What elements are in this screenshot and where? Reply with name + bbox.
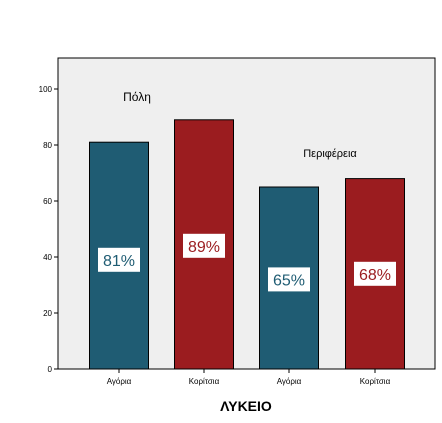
data-label: 89% <box>188 239 220 256</box>
y-tick-label: 100 <box>39 85 53 94</box>
data-label: 68% <box>359 267 391 284</box>
data-label-box <box>354 261 396 286</box>
group-label-city: Πόλη <box>123 90 151 104</box>
y-tick-label: 80 <box>43 141 52 150</box>
y-tick-label: 0 <box>48 365 53 374</box>
x-tick-label: Αγόρια <box>107 377 132 386</box>
x-tick-label: Αγόρια <box>277 377 302 386</box>
y-tick-label: 60 <box>43 197 52 206</box>
y-tick-label: 40 <box>43 253 52 262</box>
x-tick-label: Κορίτσια <box>360 377 391 386</box>
y-tick-label: 20 <box>43 309 52 318</box>
x-axis: Αγόρια Κορίτσια Αγόρια Κορίτσια <box>107 369 391 386</box>
x-tick-label: Κορίτσια <box>189 377 220 386</box>
group-label-periphery: Περιφέρεια <box>303 148 357 160</box>
data-label-box <box>183 233 225 258</box>
data-label-box <box>268 267 310 292</box>
data-label: 81% <box>103 253 135 270</box>
x-axis-title: ΛΥΚΕΙΟ <box>220 398 272 414</box>
data-label: 65% <box>273 272 305 289</box>
y-axis: 0 20 40 60 80 100 <box>39 85 58 374</box>
data-label-box <box>98 247 140 272</box>
